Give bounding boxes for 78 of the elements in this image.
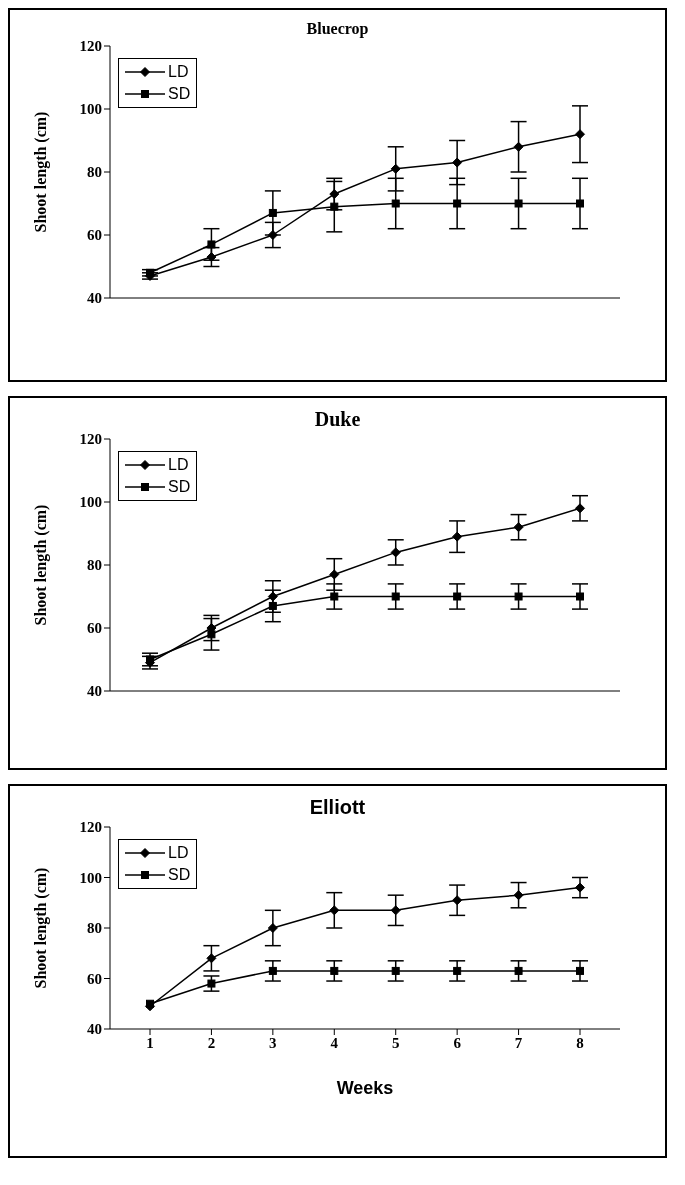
point [513, 890, 524, 901]
point [575, 129, 585, 140]
point [207, 630, 216, 639]
point [575, 503, 585, 514]
point [206, 252, 217, 263]
point [146, 999, 154, 1008]
legend-label: LD [168, 455, 189, 475]
point [576, 592, 584, 601]
point [390, 547, 401, 558]
point [390, 163, 401, 174]
point [513, 522, 524, 533]
x-tick-label: 6 [453, 1034, 462, 1051]
y-tick-label: 80 [87, 920, 102, 937]
y-tick-label: 60 [87, 227, 102, 244]
point [453, 966, 462, 975]
y-tick-label: 60 [87, 620, 102, 637]
legend-label: SD [168, 865, 191, 885]
x-tick-label: 8 [576, 1034, 584, 1051]
point [207, 979, 216, 988]
y-tick-label: 40 [87, 290, 102, 307]
point [576, 966, 584, 975]
point [268, 208, 277, 217]
point [514, 966, 523, 975]
legend-label: SD [168, 84, 191, 104]
chart-title: Duke [313, 408, 362, 431]
y-axis-title: Shoot length (cm) [31, 111, 50, 233]
y-tick-label: 120 [79, 38, 102, 55]
y-tick-label: 40 [87, 683, 102, 700]
y-tick-label: 60 [87, 970, 102, 987]
x-tick-label: 7 [514, 1034, 523, 1051]
point [390, 905, 401, 916]
point [330, 202, 339, 211]
y-tick-label: 80 [87, 164, 102, 181]
point [576, 199, 584, 208]
point [391, 199, 400, 208]
point [391, 966, 400, 975]
point [453, 199, 462, 208]
point [329, 189, 340, 200]
point [452, 531, 463, 542]
x-tick-label: 4 [330, 1034, 339, 1051]
x-tick-label: 1 [146, 1034, 154, 1051]
point [267, 923, 278, 933]
point [207, 240, 216, 249]
point [453, 592, 462, 601]
point [268, 601, 277, 610]
x-tick-label: 2 [207, 1034, 216, 1051]
x-axis-title: Weeks [336, 1078, 394, 1098]
y-tick-label: 80 [87, 557, 102, 574]
point [267, 230, 278, 240]
y-tick-label: 120 [79, 431, 102, 448]
x-tick-label: 5 [391, 1034, 400, 1051]
y-tick-label: 100 [79, 101, 102, 118]
point [514, 199, 523, 208]
point [391, 592, 400, 601]
point [268, 966, 277, 975]
point [206, 953, 217, 964]
y-tick-label: 40 [87, 1021, 102, 1038]
x-tick-label: 3 [269, 1034, 277, 1051]
legend-label: LD [168, 62, 189, 82]
point [452, 895, 463, 906]
chart-title: Bluecrop [305, 20, 370, 38]
legend-label: SD [168, 477, 191, 497]
point [575, 882, 585, 893]
point [514, 592, 523, 601]
y-axis-title: Shoot length (cm) [31, 504, 50, 626]
point [329, 905, 340, 916]
point [330, 966, 339, 975]
chart-title: Elliott [308, 796, 367, 819]
point [267, 591, 278, 602]
point [330, 592, 339, 601]
y-tick-label: 100 [79, 494, 102, 511]
point [452, 157, 463, 168]
y-axis-title: Shoot length (cm) [31, 867, 50, 989]
y-tick-label: 120 [79, 819, 102, 836]
point [329, 569, 340, 580]
y-tick-label: 100 [79, 869, 102, 886]
legend-label: LD [168, 843, 189, 863]
point [513, 141, 524, 152]
